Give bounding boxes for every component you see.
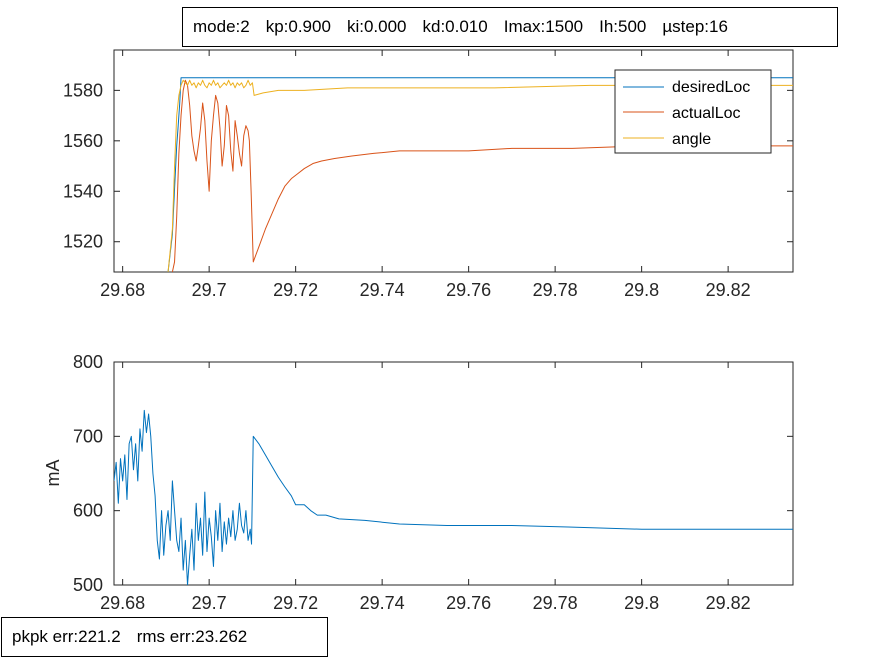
top-y-tick-label: 1520	[63, 232, 103, 252]
param-kd: kd:0.010	[422, 17, 488, 36]
bottom-x-tick-label: 29.76	[446, 593, 491, 613]
top-x-tick-label: 29.7	[192, 280, 227, 300]
top-x-tick-label: 29.82	[706, 280, 751, 300]
bottom-y-tick-label: 700	[73, 426, 103, 446]
top-x-tick-label: 29.68	[100, 280, 145, 300]
parameters-annotation: mode:2 kp:0.900 ki:0.000 kd:0.010 Imax:1500 I…	[182, 7, 838, 47]
param-ki: ki:0.000	[346, 17, 407, 36]
legend-label-desiredLoc: desiredLoc	[672, 79, 750, 96]
top-y-tick-label: 1580	[63, 80, 103, 100]
bottom-plot-series	[114, 409, 793, 585]
param-imax: Imax:1500	[503, 17, 584, 36]
bottom-plot: 29.68 29.7 29.72 29.74 29.76 29.78 29.8 29.82 5…	[43, 352, 794, 613]
bottom-x-tick-label: 29.8	[624, 593, 659, 613]
top-x-axis: 29.68 29.7 29.72 29.74 29.76 29.78 29.8 29.82	[100, 50, 751, 300]
top-x-tick-label: 29.74	[360, 280, 405, 300]
top-y-tick-label: 1560	[63, 131, 103, 151]
bottom-x-tick-label: 29.82	[706, 593, 751, 613]
error-annotation: pkpk err:221.2 rms err:23.262	[1, 617, 328, 657]
bottom-x-axis: 29.68 29.7 29.72 29.74 29.76 29.78 29.8 29.82	[100, 362, 751, 613]
bottom-y-tick-label: 600	[73, 501, 103, 521]
param-mode: mode:2	[193, 17, 250, 36]
series-angle	[167, 79, 793, 272]
top-x-tick-label: 29.72	[273, 280, 318, 300]
bottom-y-axis-label: mA	[43, 460, 63, 487]
bottom-y-tick-label: 800	[73, 352, 103, 372]
top-plot: 29.68 29.7 29.72 29.74 29.76 29.78 29.8 29.82 1…	[63, 49, 794, 300]
top-x-tick-label: 29.8	[624, 280, 659, 300]
bottom-x-tick-label: 29.72	[273, 593, 318, 613]
bottom-y-axis: 500 600 700 800	[73, 352, 793, 595]
bottom-plot-area	[113, 361, 794, 586]
param-ustep: µstep:16	[662, 17, 728, 36]
bottom-x-tick-label: 29.74	[360, 593, 405, 613]
legend: desiredLoc actualLoc angle	[614, 69, 772, 154]
pkpk-error: pkpk err:221.2	[12, 627, 121, 646]
rms-error: rms err:23.262	[136, 627, 248, 646]
top-y-tick-label: 1540	[63, 181, 103, 201]
top-plot-series	[167, 77, 793, 272]
legend-label-angle: angle	[672, 131, 711, 148]
bottom-x-tick-label: 29.78	[533, 593, 578, 613]
series-current	[114, 409, 793, 585]
top-x-tick-label: 29.76	[446, 280, 491, 300]
bottom-x-tick-label: 29.7	[192, 593, 227, 613]
series-actualLoc	[171, 79, 793, 272]
top-x-tick-label: 29.78	[533, 280, 578, 300]
bottom-x-tick-label: 29.68	[100, 593, 145, 613]
param-ih: Ih:500	[599, 17, 647, 36]
bottom-y-tick-label: 500	[73, 575, 103, 595]
top-y-axis: 1520 1540 1560 1580	[63, 80, 793, 252]
param-kp: kp:0.900	[265, 17, 331, 36]
legend-label-actualLoc: actualLoc	[672, 105, 741, 122]
